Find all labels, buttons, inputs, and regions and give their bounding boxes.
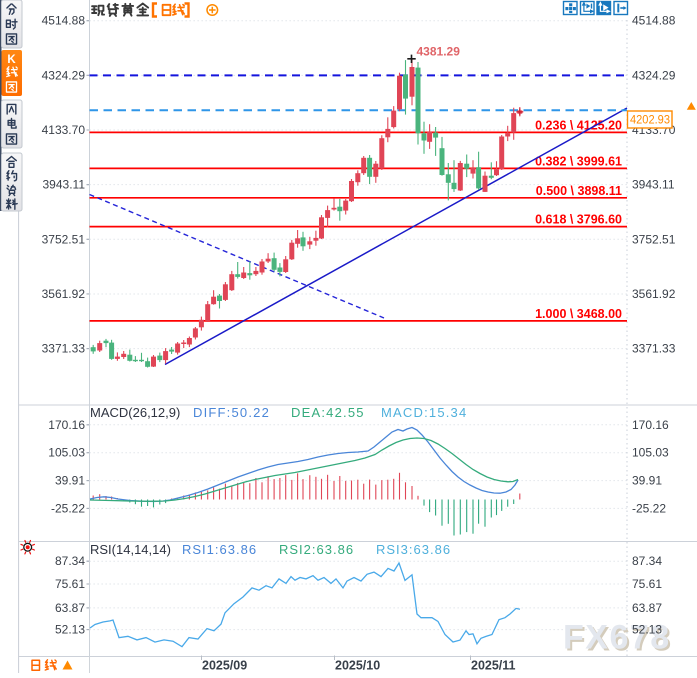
svg-text:3752.51: 3752.51	[632, 232, 676, 246]
svg-text:FX678: FX678	[565, 621, 673, 659]
svg-text:170.16: 170.16	[632, 418, 669, 432]
svg-text:4324.29: 4324.29	[42, 68, 86, 82]
svg-text:75.61: 75.61	[55, 577, 85, 591]
svg-text:RSI(14,14,14): RSI(14,14,14)	[90, 542, 171, 557]
svg-text:0.618 \ 3796.60: 0.618 \ 3796.60	[535, 213, 622, 227]
svg-text:3371.33: 3371.33	[42, 342, 86, 356]
svg-text:75.61: 75.61	[632, 577, 662, 591]
svg-text:0.236 \ 4125.20: 0.236 \ 4125.20	[535, 118, 622, 132]
svg-text:DIFF:50.22: DIFF:50.22	[193, 405, 270, 420]
svg-text:3752.51: 3752.51	[42, 232, 86, 246]
svg-text:4133.70: 4133.70	[42, 123, 86, 137]
svg-text:MACD:15.34: MACD:15.34	[381, 405, 467, 420]
svg-text:K: K	[7, 54, 16, 66]
svg-text:1.000 \ 3468.00: 1.000 \ 3468.00	[535, 307, 622, 321]
svg-text:-25.22: -25.22	[51, 501, 85, 515]
svg-text:170.16: 170.16	[48, 418, 85, 432]
svg-text:MACD(26,12,9): MACD(26,12,9)	[90, 405, 180, 420]
svg-text:4202.93: 4202.93	[630, 113, 670, 127]
svg-text:RSI2:63.86: RSI2:63.86	[279, 542, 354, 557]
svg-text:3943.11: 3943.11	[632, 178, 675, 192]
svg-text:RSI1:63.86: RSI1:63.86	[182, 542, 257, 557]
svg-text:2025/11: 2025/11	[471, 659, 516, 673]
svg-text:39.91: 39.91	[632, 474, 662, 488]
svg-text:FX678: FX678	[563, 619, 671, 657]
svg-text:52.13: 52.13	[55, 623, 85, 637]
svg-text:87.34: 87.34	[632, 554, 662, 568]
svg-text:0.382 \ 3999.61: 0.382 \ 3999.61	[535, 154, 622, 168]
svg-text:4514.88: 4514.88	[42, 14, 86, 28]
svg-text:0.500 \ 3898.11: 0.500 \ 3898.11	[536, 184, 622, 198]
svg-text:39.91: 39.91	[55, 474, 85, 488]
svg-text:3561.92: 3561.92	[632, 287, 676, 301]
svg-text:63.87: 63.87	[632, 601, 662, 615]
svg-text:3371.33: 3371.33	[632, 342, 676, 356]
svg-text:3561.92: 3561.92	[42, 287, 86, 301]
svg-text:105.03: 105.03	[632, 446, 669, 460]
svg-text:DEA:42.55: DEA:42.55	[291, 405, 365, 420]
svg-text:52.13: 52.13	[632, 623, 662, 637]
svg-text:3943.11: 3943.11	[43, 178, 86, 192]
svg-text:2025/10: 2025/10	[335, 659, 380, 673]
svg-text:-25.22: -25.22	[632, 501, 666, 515]
svg-text:63.87: 63.87	[55, 601, 85, 615]
svg-text:RSI3:63.86: RSI3:63.86	[376, 542, 451, 557]
svg-text:105.03: 105.03	[48, 446, 85, 460]
svg-text:2025/09: 2025/09	[202, 659, 247, 673]
svg-text:87.34: 87.34	[55, 554, 85, 568]
svg-text:4514.88: 4514.88	[632, 14, 676, 28]
svg-text:4381.29: 4381.29	[417, 45, 461, 59]
svg-text:4324.29: 4324.29	[632, 68, 676, 82]
